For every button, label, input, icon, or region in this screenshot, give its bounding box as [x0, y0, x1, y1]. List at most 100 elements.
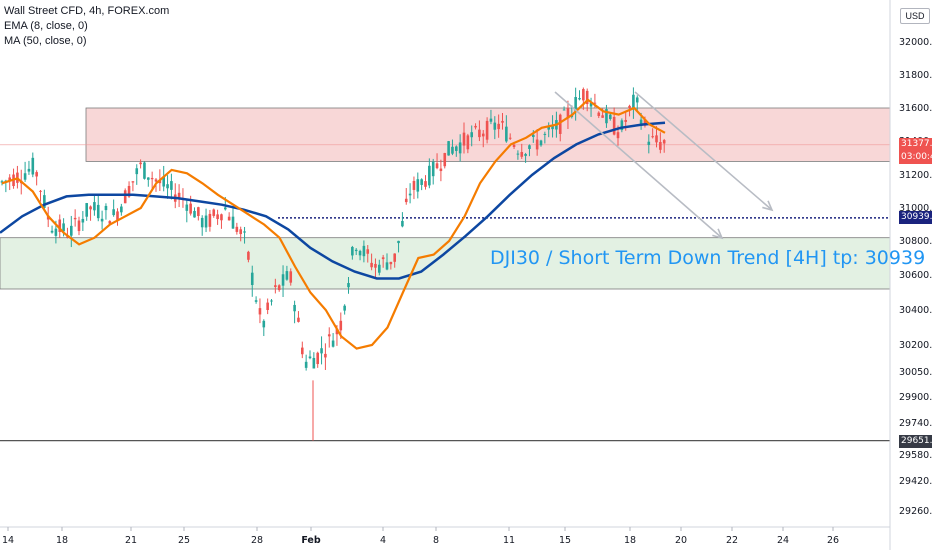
x-axis-tick-label: 28 — [251, 535, 263, 546]
candle-body — [150, 177, 154, 180]
candle-body — [343, 305, 346, 311]
candle-body — [224, 207, 227, 210]
candle-body — [120, 206, 123, 213]
x-axis-tick-label: 14 — [2, 535, 14, 546]
candle-body — [104, 205, 108, 211]
candle-body — [89, 206, 92, 210]
x-axis-tick-label: Feb — [301, 535, 321, 546]
x-axis-tick-label: 4 — [380, 535, 386, 546]
chart-legend: Wall Street CFD, 4h, FOREX.com EMA (8, c… — [4, 4, 169, 49]
candle-body — [62, 223, 65, 232]
candle-body — [23, 173, 27, 180]
candle-body — [27, 168, 31, 172]
candle-body — [435, 163, 439, 169]
candle-body — [543, 133, 547, 135]
trend-arrow-lower[interactable] — [554, 91, 723, 239]
support-price-tag: 29651.9 — [899, 435, 932, 448]
y-axis-tick-label: 29420.0 — [899, 476, 932, 487]
candle-body — [85, 203, 88, 217]
candle-body — [612, 116, 616, 135]
candle-body — [381, 257, 385, 260]
candle-body — [493, 122, 497, 130]
ma-line[interactable] — [0, 121, 666, 280]
candle-body — [443, 153, 447, 167]
candle-body — [227, 216, 231, 221]
candle-body — [628, 105, 631, 108]
y-axis-tick-label: 29900.0 — [899, 392, 932, 403]
candle-body — [528, 145, 531, 149]
candle-body — [481, 133, 485, 137]
candle-body — [204, 215, 208, 228]
candle-body — [489, 118, 493, 122]
candle-body — [351, 246, 354, 256]
candle-body — [274, 285, 277, 287]
candle-body — [239, 229, 242, 235]
candle-body — [81, 218, 85, 223]
candle-body — [73, 217, 77, 220]
support-zone[interactable] — [0, 237, 891, 290]
candle-body — [593, 102, 597, 104]
candle-body — [320, 348, 323, 354]
candle-body — [58, 219, 62, 232]
target-price-tag: 30939.9 — [899, 211, 932, 224]
x-axis-tick-label: 8 — [433, 535, 439, 546]
candle-body — [31, 157, 35, 175]
ma-indicator-label[interactable]: MA (50, close, 0) — [4, 35, 87, 47]
candle-body — [112, 209, 115, 216]
candle-body — [116, 211, 119, 221]
candle-body — [462, 132, 466, 146]
candle-body — [212, 209, 216, 216]
candle-body — [424, 181, 427, 187]
candle-body — [520, 152, 524, 157]
candle-body — [335, 328, 339, 335]
candle-body — [93, 202, 96, 211]
candle-body — [8, 177, 11, 182]
candle-body — [632, 94, 635, 108]
trend-arrow-upper[interactable] — [634, 91, 773, 211]
x-axis-tick-label: 15 — [559, 535, 571, 546]
last-price-tag: 31377.5 — [899, 138, 932, 151]
chart-annotation-text[interactable]: DJI30 / Short Term Down Trend [4H] tp: 3… — [490, 247, 926, 269]
candle-body — [582, 89, 585, 101]
candle-body — [235, 226, 239, 232]
candle-body — [216, 214, 219, 220]
currency-button[interactable]: USD — [900, 8, 930, 24]
candle-body — [162, 176, 165, 187]
ema-indicator-label[interactable]: EMA (8, close, 0) — [4, 20, 88, 32]
x-axis-tick-label: 11 — [503, 535, 515, 546]
trend-arrow-upper-head — [762, 200, 774, 212]
candle-body — [297, 317, 300, 322]
candle-body — [566, 108, 570, 119]
candle-body — [374, 263, 377, 268]
candle-body — [451, 146, 454, 154]
y-axis-tick-label: 30200.0 — [899, 340, 932, 351]
symbol-title[interactable]: Wall Street CFD, 4h, FOREX.com — [4, 5, 170, 17]
candle-body — [470, 132, 473, 138]
candle-body — [524, 154, 527, 156]
candle-body — [478, 129, 481, 138]
y-axis-tick-label: 29740.0 — [899, 418, 932, 429]
candle-body — [497, 123, 500, 130]
ema-line[interactable] — [1, 98, 666, 350]
candle-body — [339, 320, 343, 331]
candle-body — [285, 271, 289, 280]
candle-body — [393, 253, 396, 262]
y-axis-tick-label: 30800.0 — [899, 236, 932, 247]
candle-body — [609, 114, 612, 119]
candle-body — [662, 140, 666, 144]
candle-body — [585, 90, 589, 105]
candle-body — [401, 220, 404, 227]
candle-body — [301, 347, 304, 355]
candle-body — [0, 181, 4, 183]
candle-body — [193, 210, 196, 218]
candle-body — [266, 302, 269, 310]
candle-body — [378, 264, 381, 273]
candle-body — [258, 308, 262, 315]
candle-body — [370, 262, 373, 268]
candle-body — [77, 220, 81, 232]
x-axis-tick-label: 21 — [125, 535, 137, 546]
candle-body — [70, 225, 73, 236]
y-axis-tick-label: 31000.0 — [899, 203, 932, 214]
candle-body — [547, 126, 550, 130]
